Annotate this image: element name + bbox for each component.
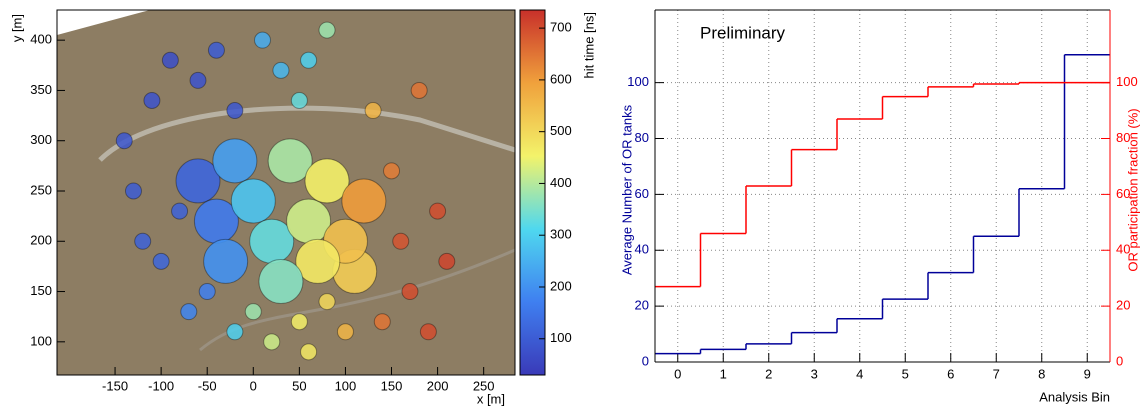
x-tick-label: 4 [856, 366, 863, 381]
x-tick-label: -50 [198, 378, 217, 393]
y2-tick-label: 0 [1116, 353, 1123, 368]
colorbar-tick-label: 200 [550, 278, 572, 293]
y-tick-label: 250 [30, 182, 52, 197]
x-tick-label: 1 [720, 366, 727, 381]
x-tick-label: 9 [1084, 366, 1091, 381]
y-axis-label: y [m] [9, 14, 24, 42]
road [199, 248, 516, 352]
hit-point [263, 333, 281, 351]
y2-tick-label: 20 [1116, 298, 1130, 313]
hit-point [254, 31, 272, 49]
y-tick-label: 100 [627, 74, 649, 89]
colorbar-tick-label: 300 [550, 227, 572, 242]
hit-point [244, 303, 262, 321]
hit-point [175, 158, 221, 204]
y-tick-label: 80 [635, 130, 649, 145]
hit-point [383, 162, 401, 180]
hit-point [267, 138, 313, 184]
x-tick-label: 7 [993, 366, 1000, 381]
hit-point [373, 313, 391, 331]
hit-point [272, 61, 290, 79]
x-tick-label: 0 [674, 366, 681, 381]
y-tick-label: 200 [30, 233, 52, 248]
y2-tick-label: 100 [1116, 74, 1138, 89]
hit-point [295, 238, 341, 284]
y2-tick-label: 40 [1116, 242, 1130, 257]
photo-corner [57, 10, 150, 35]
x-tick-label: 8 [1038, 366, 1045, 381]
hit-point [152, 252, 170, 270]
x-tick-label: 2 [765, 366, 772, 381]
hit-point [336, 323, 354, 341]
colorbar-tick-label: 400 [550, 175, 572, 190]
x-tick-label: -100 [148, 378, 174, 393]
hit-point [207, 41, 225, 59]
x-tick-label: 6 [947, 366, 954, 381]
hit-point [419, 323, 437, 341]
hit-point [410, 81, 428, 99]
x-tick-label: 150 [381, 378, 403, 393]
colorbar-tick-label: 100 [550, 330, 572, 345]
x-tick-label: 100 [335, 378, 357, 393]
hit-point [364, 102, 382, 120]
hit-point [392, 232, 410, 250]
x-tick-label: 5 [902, 366, 909, 381]
hit-point [318, 293, 336, 311]
hit-point [304, 158, 350, 204]
x-tick-label: 50 [292, 378, 306, 393]
hit-point [429, 202, 447, 220]
colorbar-tick-label: 700 [550, 20, 572, 35]
y-tick-label: 150 [30, 283, 52, 298]
hit-point [258, 258, 304, 304]
y-axis-label: Average Number of OR tanks [619, 104, 634, 275]
hit-point [180, 303, 198, 321]
hit-point [212, 138, 258, 184]
x-axis-label: x [m] [477, 391, 505, 406]
hit-point [230, 178, 276, 224]
x-tick-label: -150 [102, 378, 128, 393]
y2-tick-label: 60 [1116, 186, 1130, 201]
hit-point [290, 91, 308, 109]
hit-point [134, 232, 152, 250]
hit-point [161, 51, 179, 69]
hit-point [143, 91, 161, 109]
x-tick-label: 200 [427, 378, 449, 393]
hit-point [438, 252, 456, 270]
x-tick-label: 250 [473, 378, 495, 393]
hit-point [189, 71, 207, 89]
colorbar-label: hit time [ns] [581, 12, 596, 78]
hit-point [226, 323, 244, 341]
hit-point [171, 202, 189, 220]
hit-point [198, 283, 216, 301]
hit-point [115, 132, 133, 150]
y-tick-label: 60 [635, 186, 649, 201]
hit-point [290, 313, 308, 331]
hit-point [300, 343, 318, 361]
colorbar [519, 9, 546, 376]
hit-point [300, 51, 318, 69]
hit-point [318, 21, 336, 39]
y-tick-label: 400 [30, 32, 52, 47]
hit-point [401, 283, 419, 301]
x-axis-label: Analysis Bin [1039, 389, 1110, 404]
hit-point [226, 102, 244, 120]
annotation: Preliminary [700, 23, 786, 42]
y2-tick-label: 80 [1116, 130, 1130, 145]
colorbar-tick-label: 600 [550, 71, 572, 86]
hit-point [341, 178, 387, 224]
x-tick-label: 0 [250, 378, 257, 393]
y-tick-label: 350 [30, 82, 52, 97]
y-tick-label: 100 [30, 333, 52, 348]
x-tick-label: 3 [811, 366, 818, 381]
y2-axis-label: OR participation fraction (%) [1125, 108, 1140, 271]
plot-frame [56, 9, 516, 376]
hit-point [203, 238, 249, 284]
hit-point [124, 182, 142, 200]
y-tick-label: 0 [642, 353, 649, 368]
y-tick-label: 40 [635, 242, 649, 257]
y-tick-label: 20 [635, 298, 649, 313]
colorbar-tick-label: 500 [550, 123, 572, 138]
y-tick-label: 300 [30, 132, 52, 147]
